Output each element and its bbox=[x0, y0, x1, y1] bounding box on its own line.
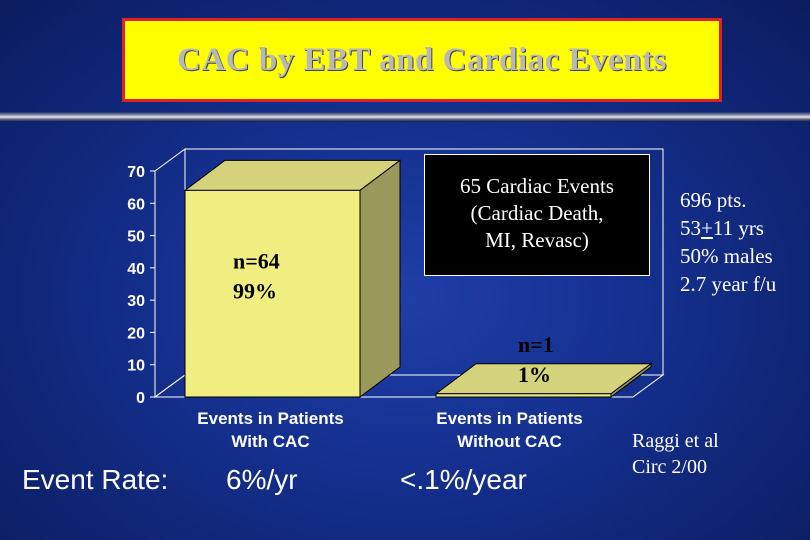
patient-summary: 696 pts. 53+11 yrs 50% males 2.7 year f/… bbox=[680, 186, 805, 298]
patient-age: 53+11 yrs bbox=[680, 216, 764, 240]
patient-count: 696 pts. bbox=[680, 188, 747, 212]
events-line: 65 Cardiac Events bbox=[460, 174, 614, 198]
chart-side-wall bbox=[154, 148, 186, 398]
events-line: MI, Revasc) bbox=[485, 228, 589, 252]
slide-title: CAC by EBT and Cardiac Events bbox=[177, 41, 667, 78]
bar-data-label: 99% bbox=[233, 278, 277, 303]
bar bbox=[184, 189, 361, 398]
event-rate-with-cac: 6%/yr bbox=[226, 464, 298, 495]
x-category-label: Events in Patients bbox=[436, 409, 582, 428]
x-category-label: Events in Patients bbox=[197, 409, 343, 428]
citation-authors: Raggi et al bbox=[632, 430, 719, 452]
patient-followup: 2.7 year f/u bbox=[680, 272, 777, 296]
bar-data-label: 1% bbox=[518, 362, 551, 387]
patient-sex: 50% males bbox=[680, 244, 773, 268]
bar-data-label: n=1 bbox=[518, 332, 554, 357]
event-rate-label: Event Rate: bbox=[22, 464, 169, 495]
y-tick-label: 30 bbox=[127, 293, 145, 310]
cardiac-events-box: 65 Cardiac Events (Cardiac Death, MI, Re… bbox=[424, 154, 650, 276]
x-category-label: With CAC bbox=[231, 432, 309, 451]
y-tick-label: 50 bbox=[127, 229, 145, 246]
events-line: (Cardiac Death, bbox=[470, 201, 604, 225]
citation-journal: Circ 2/00 bbox=[632, 456, 707, 478]
citation: Raggi et al Circ 2/00 bbox=[632, 428, 802, 480]
y-tick-label: 0 bbox=[136, 390, 145, 407]
title-divider bbox=[0, 112, 810, 122]
y-tick-label: 60 bbox=[127, 196, 145, 213]
bar bbox=[435, 393, 612, 398]
y-tick-label: 20 bbox=[127, 325, 145, 342]
y-tick-label: 10 bbox=[127, 358, 145, 375]
x-category-label: Without CAC bbox=[457, 432, 562, 451]
bar-side bbox=[359, 159, 401, 398]
y-tick-label: 70 bbox=[127, 164, 145, 181]
y-tick-label: 40 bbox=[127, 261, 145, 278]
bar-data-label: n=64 bbox=[233, 248, 280, 273]
title-box: CAC by EBT and Cardiac Events bbox=[122, 18, 722, 102]
event-rate-without-cac: <.1%/year bbox=[400, 464, 527, 495]
